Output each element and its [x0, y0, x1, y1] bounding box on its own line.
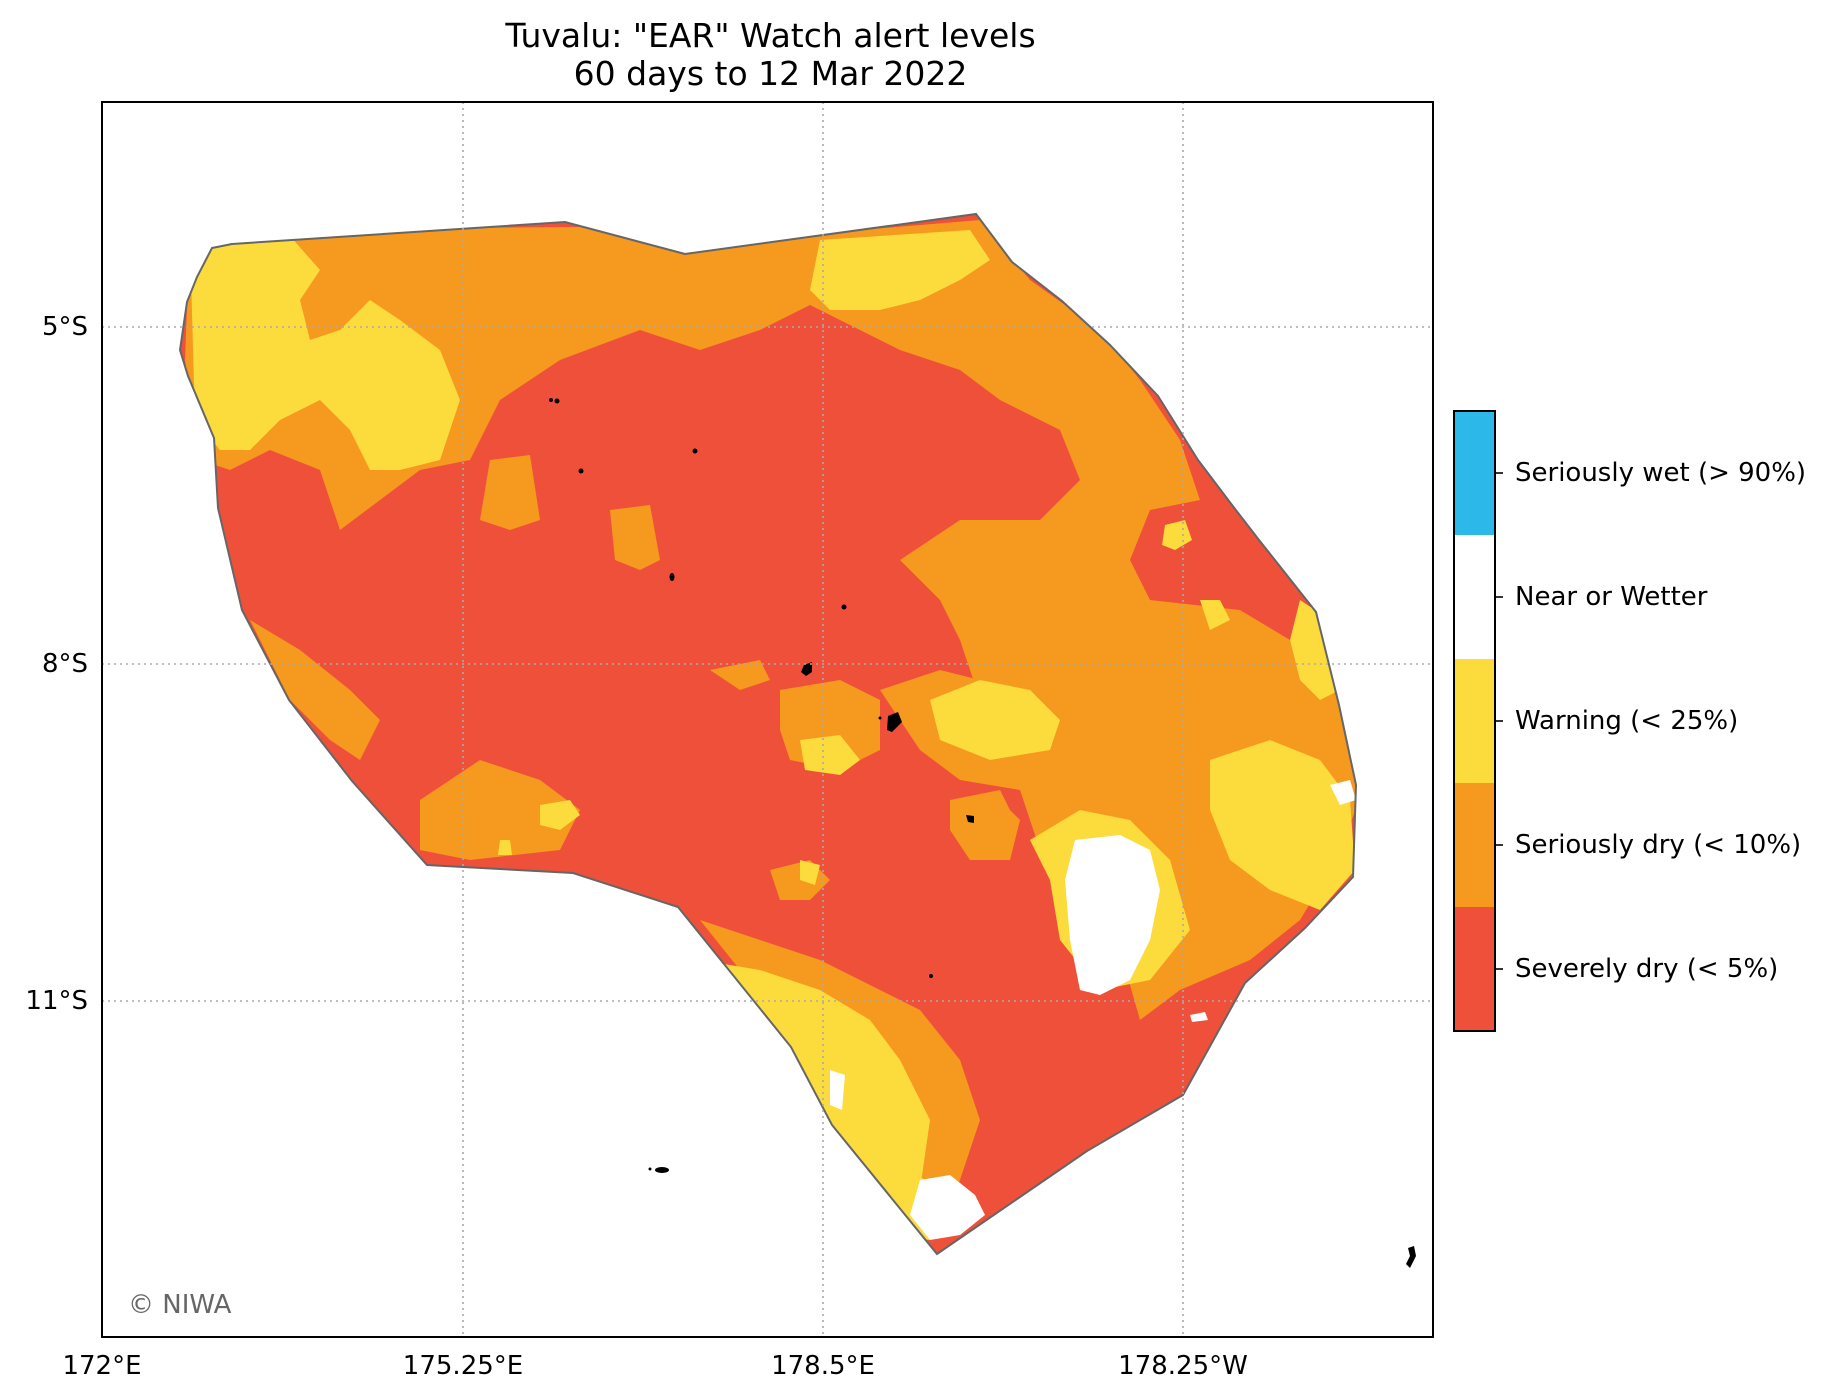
island-marker: [578, 468, 584, 474]
colorbar-segment-seriously-wet: [1454, 411, 1495, 535]
island-marker: [801, 662, 812, 676]
island-marker: [648, 1167, 652, 1171]
colorbar-segment-warning: [1454, 659, 1495, 783]
chart-subtitle: 60 days to 12 Mar 2022: [573, 54, 968, 93]
lon-label-178-25w: 178.25°W: [1118, 1351, 1248, 1381]
map-frame: [101, 101, 1434, 1338]
lat-label-8s: 8°S: [41, 649, 88, 679]
legend-label-seriously-wet: Seriously wet (> 90%): [1515, 458, 1807, 488]
lat-label-5s: 5°S: [41, 312, 88, 342]
colorbar: [1453, 410, 1503, 1032]
near-or-wetter-areas: [830, 780, 1356, 1240]
island-marker: [692, 448, 698, 454]
eez-boundary: [178, 212, 1358, 1256]
island-marker: [669, 573, 675, 581]
island-marker: [887, 712, 902, 732]
credit-text: © NIWA: [128, 1290, 232, 1320]
island-marker: [655, 1167, 669, 1173]
legend-label-seriously-dry: Seriously dry (< 10%): [1515, 830, 1802, 860]
lon-label-175-25e: 175.25°E: [402, 1351, 524, 1381]
legend-label-severely-dry: Severely dry (< 5%): [1515, 954, 1779, 984]
island-marker: [549, 398, 553, 402]
lon-label-172e: 172°E: [62, 1351, 142, 1381]
island-marker: [966, 815, 974, 823]
island-marker: [929, 974, 933, 978]
colorbar-segment-severely-dry: [1454, 907, 1495, 1031]
island-marker: [841, 604, 847, 610]
island-marker: [1406, 1246, 1416, 1268]
island-marker: [554, 398, 560, 404]
islands: [549, 398, 1416, 1268]
lat-label-11s: 11°S: [25, 986, 88, 1016]
island-marker: [878, 716, 882, 720]
colorbar-segment-near-or-wetter: [1454, 535, 1495, 659]
colorbar-segment-seriously-dry: [1454, 783, 1495, 907]
legend-label-warning: Warning (< 25%): [1515, 706, 1739, 736]
lon-label-178-5e: 178.5°E: [771, 1351, 875, 1381]
chart-title: Tuvalu: "EAR" Watch alert levels: [505, 16, 1036, 55]
gridlines: [102, 102, 1433, 1337]
legend-label-near-or-wetter: Near or Wetter: [1515, 582, 1708, 612]
